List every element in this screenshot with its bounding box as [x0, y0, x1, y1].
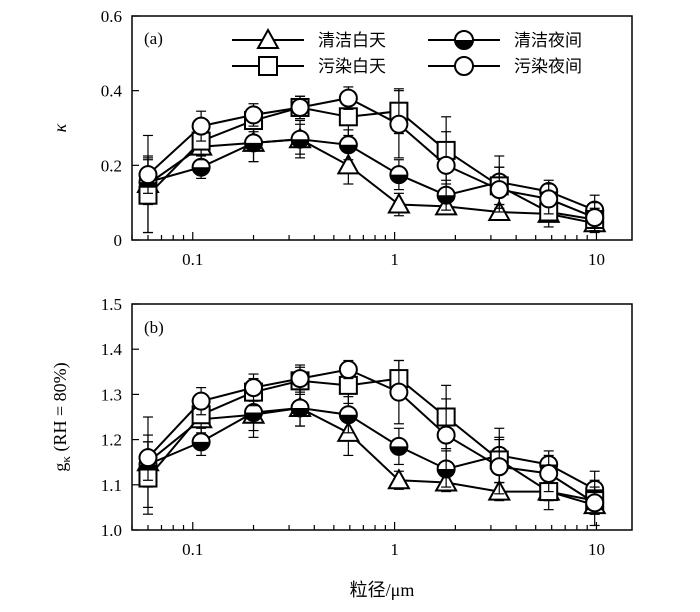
legend: 清洁白天 污染白天 清洁夜间 污染夜间: [232, 27, 582, 76]
panel-a-x-tick-label: 1: [390, 250, 399, 269]
panel-a-data-point-polluted-night: [489, 180, 509, 200]
panel-b-data-point-clean-night: [191, 432, 211, 452]
panel-b-y-tick-label: 1.4: [101, 340, 123, 359]
panel-a-data-point-polluted-day: [338, 107, 358, 127]
panel-a-series-polluted-night: [138, 86, 605, 234]
panel-b-chart: (b) gκ (RH = 80%) 0.1 1 101.01.11.21.31.41…: [50, 295, 633, 559]
panel-b-data-point-polluted-night: [191, 391, 211, 411]
panel-b-data-point-polluted-night: [585, 493, 605, 513]
panel-b-x-tick-label: 0.1: [182, 540, 203, 559]
panel-b-data-point-clean-night: [244, 402, 264, 422]
panel-b-y-axis: 1.0 1.1 1.2 1.3 1.4 1.5: [101, 295, 139, 540]
panel-b-data-point-polluted-night: [539, 464, 559, 483]
panel-a-y-axis-title: κ: [50, 123, 70, 132]
panel-a-y-tick-label: 0.6: [101, 7, 122, 26]
panel-a-y-tick-label: 0.4: [101, 82, 123, 101]
panel-a-data-point-polluted-night: [539, 189, 559, 209]
panel-b-data-point-clean-night: [338, 405, 358, 425]
legend-label-polluted-day: 污染白天: [318, 57, 386, 76]
panel-a-data-point-polluted-night: [585, 208, 605, 228]
panel-b-series-line-clean-day: [147, 406, 595, 507]
legend-entry-clean-night: 清洁夜间: [428, 30, 582, 50]
panel-a-data-point-clean-day: [387, 192, 411, 214]
panel-a-y-tick-label: 0.2: [101, 156, 122, 175]
panel-a-data-point-clean-night: [244, 133, 264, 153]
x-axis-title: 粒径/μm: [350, 580, 415, 600]
panel-b-data-point-polluted-night: [436, 425, 456, 445]
panel-a-series-line-polluted-day: [147, 106, 595, 221]
panel-b-series-line-clean-night: [147, 406, 596, 491]
panel-a-data-point-polluted-night: [138, 165, 158, 185]
panel-a-y-axis: 0 0.2 0.4 0.6: [101, 7, 139, 250]
panel-b-y-tick-label: 1.3: [101, 385, 122, 404]
panel-a-data-point-polluted-night: [338, 88, 358, 108]
panel-a-data-point-clean-night: [191, 157, 211, 177]
panel-a-series-line-polluted-night: [147, 97, 596, 219]
panel-a-data-point-clean-day: [336, 153, 361, 175]
panel-b-data-point-polluted-night: [338, 360, 358, 380]
legend-entry-polluted-day: 污染白天: [232, 56, 386, 76]
panel-a-chart: (a) κ 清洁白天 污染白天 清洁夜间 污染夜间: [50, 7, 633, 269]
panel-a-data-point-polluted-night: [389, 114, 409, 134]
panel-b-y-tick-label: 1.0: [101, 521, 122, 540]
panel-b-y-tick-label: 1.5: [101, 295, 122, 314]
legend-label-polluted-night: 污染夜间: [514, 57, 582, 76]
panel-b-x-tick-label: 10: [588, 540, 605, 559]
panel-b-data-point-clean-night: [389, 436, 409, 456]
panel-b-series-line-polluted-night: [147, 368, 596, 504]
panel-a-y-tick-label: 0: [114, 231, 123, 250]
panel-b-y-tick-label: 1.1: [101, 476, 122, 495]
panel-b-data-point-polluted-day: [338, 375, 358, 395]
panel-a-x-tick-label: 0.1: [182, 250, 203, 269]
panel-b-data-point-clean-night: [290, 398, 310, 418]
legend-label-clean-day: 清洁白天: [318, 31, 386, 50]
panel-a-data-point-polluted-night: [191, 116, 211, 136]
panel-a-frame: [131, 15, 633, 241]
panel-b-label: (b): [144, 318, 164, 337]
legend-label-clean-night: 清洁夜间: [514, 31, 582, 50]
panel-a-x-tick-label: 10: [588, 250, 605, 269]
panel-a-data-point-polluted-night: [290, 97, 310, 117]
panel-b-y-axis-title: gκ (RH = 80%): [50, 362, 73, 471]
panel-a-series-line-clean-night: [147, 138, 596, 212]
panel-a-data-point-clean-night: [389, 165, 409, 185]
panel-b-data-point-polluted-night: [138, 448, 158, 468]
panel-b-data-point-polluted-night: [290, 369, 310, 389]
panel-b-x-tick-label: 1: [390, 540, 399, 559]
panel-a-data-point-clean-night: [290, 129, 310, 149]
panel-a-label: (a): [144, 29, 163, 48]
panel-a-series-line-clean-day: [147, 138, 595, 225]
panel-b-series-line-polluted-day: [147, 377, 595, 502]
panel-a-data-point-polluted-night: [244, 105, 264, 125]
panel-b-data-point-clean-day: [387, 468, 411, 490]
panel-b-frame: [131, 303, 633, 531]
panel-b-data-point-polluted-night: [244, 378, 264, 398]
panel-a-data-point-polluted-night: [436, 155, 456, 175]
panel-b-data-point-polluted-night: [489, 457, 509, 477]
panel-a-data-point-clean-night: [338, 135, 358, 155]
legend-entry-polluted-night: 污染夜间: [428, 56, 582, 76]
legend-entry-clean-day: 清洁白天: [232, 27, 386, 50]
panel-b-x-axis: 0.1 1 10: [131, 522, 605, 559]
panel-b-series-polluted-night: [138, 359, 605, 527]
panel-b-data-point-polluted-night: [389, 382, 409, 402]
panel-a-x-axis: 0.1 1 10: [131, 232, 605, 269]
panel-b-y-tick-label: 1.2: [101, 431, 122, 450]
